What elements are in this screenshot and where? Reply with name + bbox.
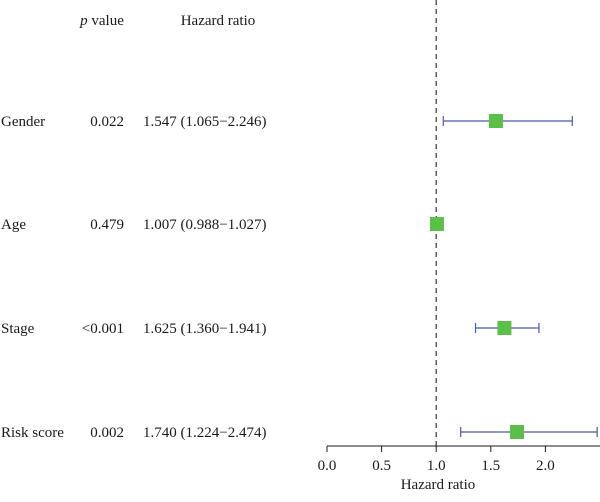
row-p-value: 0.022 [90, 114, 124, 130]
x-tick-label: 1.5 [481, 458, 500, 474]
x-tick-label: 1.0 [427, 458, 446, 474]
row-p-value: 0.002 [90, 425, 124, 441]
row-variable-label: Age [1, 217, 26, 233]
row-variable-label: Risk score [1, 425, 64, 441]
table-row: Age 0.479 1.007 (0.988−1.027) [1, 217, 266, 233]
x-tick-label: 0.0 [318, 458, 337, 474]
table-row: Stage <0.001 1.625 (1.360−1.941) [1, 321, 266, 337]
row-p-value: <0.001 [82, 321, 124, 337]
x-tick-label: 2.0 [536, 458, 555, 474]
hazard-ratio-point [429, 217, 444, 231]
row-variable-label: Gender [1, 114, 45, 130]
hazard-ratio-point [497, 321, 512, 335]
x-axis: 0.0 0.5 1.0 1.5 2.0 [318, 445, 600, 474]
table-rows: Gender 0.022 1.547 (1.065−2.246) Age 0.479 1.… [1, 114, 266, 441]
row-hazard-ratio-text: 1.740 (1.224−2.474) [143, 425, 266, 441]
row-hazard-ratio-text: 1.547 (1.065−2.246) [143, 114, 266, 130]
row-hazard-ratio-text: 1.625 (1.360−1.941) [143, 321, 266, 337]
x-tick-label: 0.5 [372, 458, 391, 474]
hazard-ratio-point [510, 425, 525, 439]
table-row: Risk score 0.002 1.740 (1.224−2.474) [1, 425, 266, 441]
row-hazard-ratio-text: 1.007 (0.988−1.027) [143, 217, 266, 233]
row-variable-label: Stage [1, 321, 35, 337]
row-p-value: 0.479 [90, 217, 124, 233]
hazard-ratio-column-header: Hazard ratio [181, 13, 256, 29]
table-row: Gender 0.022 1.547 (1.065−2.246) [1, 114, 266, 130]
hazard-ratio-point [488, 114, 503, 128]
p-value-column-header: p value [79, 13, 124, 29]
x-axis-label: Hazard ratio [401, 477, 476, 493]
plot-area [429, 0, 598, 446]
